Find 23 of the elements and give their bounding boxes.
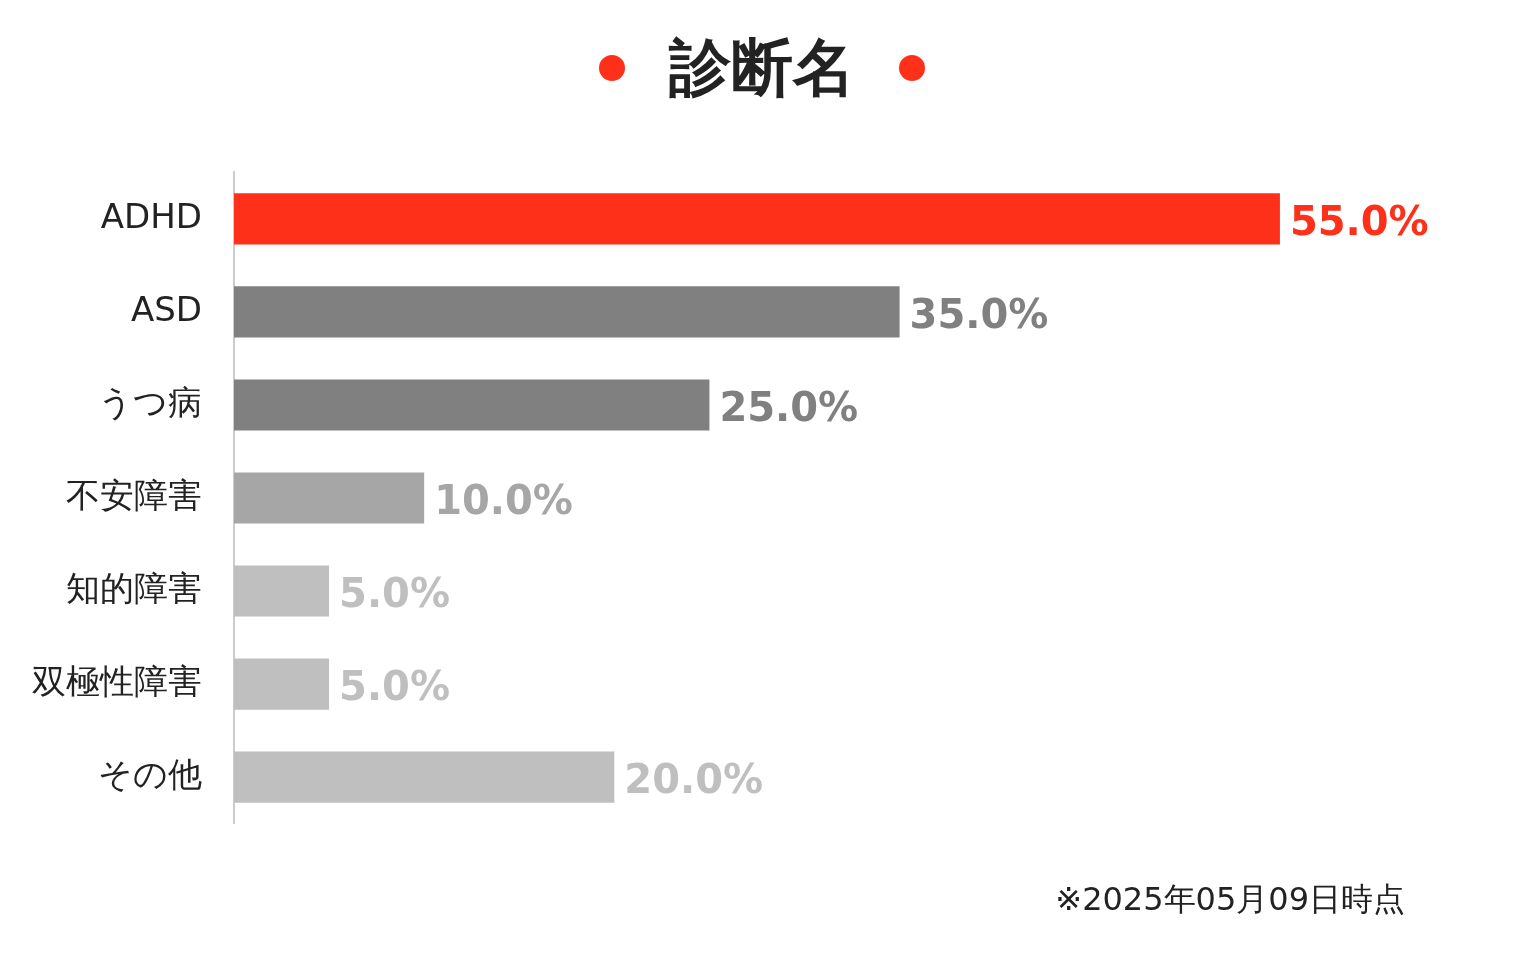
data-label: 5.0% (339, 663, 451, 710)
data-label: 10.0% (434, 477, 573, 524)
data-label: 5.0% (339, 570, 451, 617)
bar (234, 751, 615, 803)
data-label: 25.0% (719, 384, 859, 431)
bar (234, 193, 1280, 245)
bar (234, 286, 900, 338)
chart-title: 診断名 (668, 30, 855, 106)
bar (234, 565, 330, 617)
bar (234, 472, 425, 524)
y-tick-label: 不安障害 (66, 474, 202, 515)
y-tick-label: その他 (98, 753, 202, 794)
y-tick-label: 双極性障害 (32, 660, 202, 701)
y-tick-label: ASD (130, 288, 202, 329)
bar (234, 379, 710, 431)
data-label: 55.0% (1289, 198, 1429, 245)
text: ※2025年05月09日時点 (1054, 879, 1406, 920)
y-tick-label: 知的障害 (66, 567, 202, 608)
data-label: 20.0% (624, 756, 764, 803)
bar (234, 658, 330, 710)
y-tick-label: ADHD (100, 195, 202, 236)
y-tick-label: うつ病 (98, 381, 202, 422)
data-label: 35.0% (909, 291, 1049, 338)
